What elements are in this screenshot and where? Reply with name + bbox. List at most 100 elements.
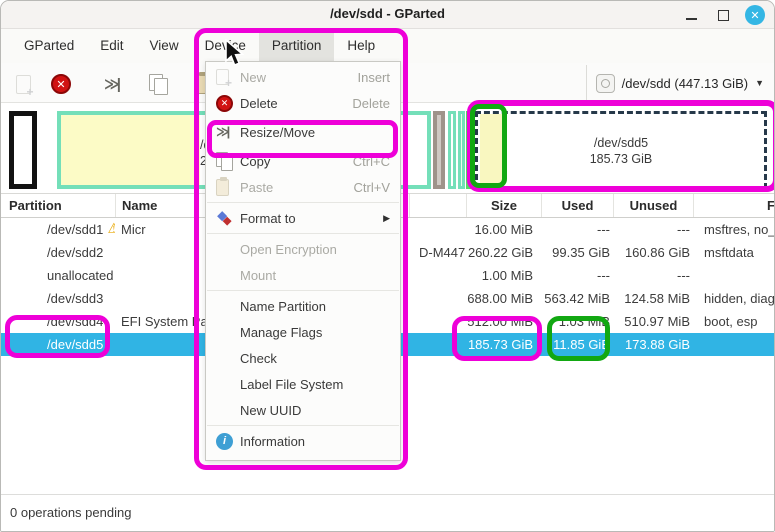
visual-segment-sdd3[interactable] [433,111,445,189]
menu-partition[interactable]: Partition [258,29,335,63]
toolbar-separator [586,65,587,101]
menu-item-paste[interactable]: Paste Ctrl+V [206,174,400,200]
cell-used: --- [597,222,610,237]
chevron-down-icon: ▼ [755,78,764,88]
cell-unused: --- [677,222,690,237]
cell-flags [693,264,774,287]
cell-partition: /dev/sdd4 [47,314,104,329]
menu-item-copy[interactable]: Copy Ctrl+C [206,148,400,174]
header-unused[interactable]: Unused [613,194,693,217]
visual-segment-sdd4[interactable] [466,111,473,189]
copy-icon [216,152,233,171]
menu-item-label-file-system[interactable]: Label File System [240,376,344,392]
cell-flags: boot, esp [704,314,758,329]
menu-item-resize-move[interactable]: ≫| Resize/Move [216,124,316,140]
cell-used: 99.35 GiB [552,245,610,260]
cell-label-fragment [409,264,466,287]
format-icon [217,211,231,225]
cell-used: --- [597,268,610,283]
cell-unused: --- [677,268,690,283]
cell-label-fragment [409,333,466,356]
cell-label-fragment: D-M447 [419,245,466,260]
minimize-icon [685,18,697,20]
cell-size: 1.00 MiB [481,268,533,283]
visual-segment-sdd1[interactable] [9,111,37,189]
resize-move-icon: ≫| [104,76,121,93]
close-button[interactable]: ✕ [744,5,766,25]
menu-item-manage-flags[interactable]: Manage Flags [240,324,323,340]
statusbar: 0 operations pending [1,494,774,531]
header-flags[interactable]: Flags [693,194,774,217]
menu-item-format-to[interactable]: Format to ▶ [206,205,400,231]
cell-size: 260.22 GiB [467,245,533,260]
visual-segment-small-2[interactable] [458,111,465,189]
cell-used: 1.03 MiB [558,314,610,329]
menu-item-delete[interactable]: ✕ Delete Delete [206,90,400,116]
visual-segment-small-1[interactable] [448,111,456,189]
header-name[interactable]: Name [115,194,409,217]
header-partition[interactable]: Partition [9,198,62,213]
menu-device[interactable]: Device [204,38,246,53]
titlebar: /dev/sdd - GParted ✕ [1,1,774,29]
menu-item-new[interactable]: New Insert [206,64,400,90]
cell-partition: /dev/sdd5 [47,337,104,352]
cell-flags: msftdata [704,245,754,260]
submenu-arrow-icon: ▶ [383,212,390,223]
menu-item-mount[interactable]: Mount [240,267,277,283]
new-icon [216,69,232,90]
cell-unused: 124.58 MiB [624,291,690,306]
menu-view[interactable]: View [149,38,179,53]
menu-item-information[interactable]: i Information [206,428,400,454]
delete-partition-button[interactable]: ✕ [47,70,75,98]
warning-icon: ⚠ [107,220,115,237]
maximize-icon [717,9,729,21]
partition-path: /dev/sdd1 [47,222,104,237]
menu-help[interactable]: Help [347,38,376,53]
new-icon [15,74,34,99]
header-size[interactable]: Size [466,194,541,217]
device-selector[interactable]: /dev/sdd (447.13 GiB) ▼ [595,70,764,96]
menu-separator [207,425,399,426]
maximize-button[interactable] [712,5,734,25]
paste-icon [216,176,229,196]
cell-name: Micr [121,222,146,237]
sdd5-used-space [480,114,502,186]
cell-partition: unallocated [47,268,114,283]
delete-icon: ✕ [51,74,71,94]
window-title: /dev/sdd - GParted [330,6,445,21]
sdd2-used-space [61,115,201,185]
copy-icon [149,74,168,95]
cell-partition: /dev/sdd3 [47,291,104,306]
cell-used: 563.42 MiB [544,291,610,306]
menu-item-check[interactable]: Check [240,350,277,366]
menu-item-name-partition[interactable]: Name Partition [240,298,326,314]
device-selector-label: /dev/sdd (447.13 GiB) [621,75,749,91]
new-partition-button[interactable] [9,70,37,99]
cell-unused: 173.88 GiB [624,337,690,352]
resize-move-button[interactable]: ≫| [97,70,125,98]
visual-segment-sdd5-selected[interactable]: /dev/sdd5 185.73 GiB [475,111,767,189]
operations-pending-text: 0 operations pending [10,505,132,520]
menu-gparted[interactable]: GParted [24,38,75,53]
delete-icon: ✕ [216,94,233,112]
cell-label-fragment [409,310,466,333]
cell-used: 11.85 GiB [553,337,610,352]
menubar: GParted Edit View Device Partition Help [1,29,774,63]
minimize-button[interactable] [680,5,702,25]
close-icon: ✕ [745,5,765,25]
cell-size: 688.00 MiB [467,291,533,306]
header-used[interactable]: Used [541,194,613,217]
cell-partition: /dev/sdd1⚠ [1,218,115,241]
info-icon: i [216,432,233,450]
copy-button[interactable] [144,70,172,98]
cell-size: 185.73 GiB [467,337,533,352]
sdd5-visual-label: /dev/sdd5 185.73 GiB [478,135,764,167]
cell-size: 16.00 MiB [474,222,533,237]
menu-item-new-uuid[interactable]: New UUID [240,402,302,418]
cell-label-fragment [409,287,466,310]
cell-unused: 510.97 MiB [624,314,690,329]
menu-edit[interactable]: Edit [100,38,124,53]
menu-item-open-encryption[interactable]: Open Encryption [240,241,337,257]
partition-dropdown-menu: New Insert ✕ Delete Delete ≫| Resize/Mov… [205,61,401,461]
